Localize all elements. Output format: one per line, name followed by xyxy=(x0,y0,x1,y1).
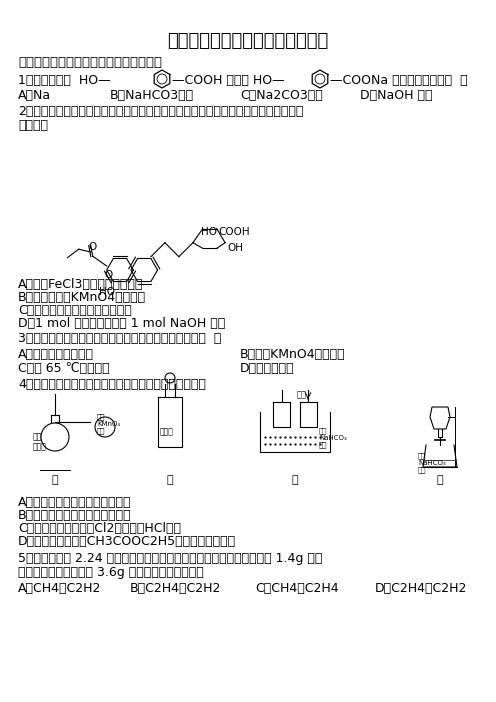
Text: A．CH4、C2H2: A．CH4、C2H2 xyxy=(18,582,101,595)
Text: OH: OH xyxy=(227,243,243,253)
Text: B．NaHCO3溶液: B．NaHCO3溶液 xyxy=(110,89,194,102)
Text: B．装置乙可用于收集和吸收氯气: B．装置乙可用于收集和吸收氯气 xyxy=(18,509,131,522)
Text: D．用酒精冲洗: D．用酒精冲洗 xyxy=(240,362,295,375)
Text: C．用 65 ℃的水冲洗: C．用 65 ℃的水冲洗 xyxy=(18,362,110,375)
Text: 第三章《烃的含氧衍生物》测试题: 第三章《烃的含氧衍生物》测试题 xyxy=(167,32,329,50)
Text: 4．下列实验装置进行的相应实验，能达到实验目的的是: 4．下列实验装置进行的相应实验，能达到实验目的的是 xyxy=(18,378,206,391)
Text: D．装置丁分为分液CH3COOC2H5和饱和碳酸钠溶液: D．装置丁分为分液CH3COOC2H5和饱和碳酸钠溶液 xyxy=(18,535,236,548)
Text: A．Na: A．Na xyxy=(18,89,51,102)
Text: 化碳（标准状况下）和 3.6g 水，这混合气体可能是: 化碳（标准状况下）和 3.6g 水，这混合气体可能是 xyxy=(18,566,204,579)
Text: C．能发生加成、取代、消去反应: C．能发生加成、取代、消去反应 xyxy=(18,304,132,317)
Text: 正确的是: 正确的是 xyxy=(18,119,48,132)
Text: HO: HO xyxy=(201,227,217,237)
Text: 碱石灰: 碱石灰 xyxy=(160,427,174,436)
Text: B．不能使酸性KMnO4溶液褪色: B．不能使酸性KMnO4溶液褪色 xyxy=(18,291,146,304)
Text: 甲: 甲 xyxy=(52,475,59,485)
Text: 乙醇
浓硫酸: 乙醇 浓硫酸 xyxy=(33,432,47,451)
Text: C．装置丙可用于除去Cl2中混有的HCl气体: C．装置丙可用于除去Cl2中混有的HCl气体 xyxy=(18,522,181,535)
Text: 丁: 丁 xyxy=(436,475,443,485)
Text: —COONa 可选用的试剂是（  ）: —COONa 可选用的试剂是（ ） xyxy=(330,74,468,87)
Text: 1．要使有机物  HO—: 1．要使有机物 HO— xyxy=(18,74,111,87)
Text: 饱和
NaHCO₃
溶液: 饱和 NaHCO₃ 溶液 xyxy=(418,452,445,473)
Text: 一、单选题（每小题只有一个正确答案）: 一、单选题（每小题只有一个正确答案） xyxy=(18,56,162,69)
Text: —COOH 转化为 HO—: —COOH 转化为 HO— xyxy=(172,74,285,87)
Text: C．Na2CO3溶液: C．Na2CO3溶液 xyxy=(240,89,323,102)
Text: 酸性
KMnO₄
溶液: 酸性 KMnO₄ 溶液 xyxy=(97,413,120,435)
Text: A．装置甲可用于检验有乙烯生成: A．装置甲可用于检验有乙烯生成 xyxy=(18,496,131,509)
Text: D．1 mol 该物质最多可与 1 mol NaOH 反应: D．1 mol 该物质最多可与 1 mol NaOH 反应 xyxy=(18,317,225,330)
Text: COOH: COOH xyxy=(219,227,250,237)
Text: 丙: 丙 xyxy=(292,475,298,485)
Text: D．C2H4、C2H2: D．C2H4、C2H2 xyxy=(375,582,467,595)
Text: A．能与FeCl3溶液发生显色反应: A．能与FeCl3溶液发生显色反应 xyxy=(18,278,143,291)
Text: B．C2H4、C2H2: B．C2H4、C2H2 xyxy=(130,582,221,595)
Text: 饱和
NaHCO₃
溶液: 饱和 NaHCO₃ 溶液 xyxy=(319,427,347,448)
Text: 3．苯酚有毒，如不慎沾到皮肤上，正确的处理方法是（  ）: 3．苯酚有毒，如不慎沾到皮肤上，正确的处理方法是（ ） xyxy=(18,332,221,345)
Text: B．用液KMnO4溶液冲洗: B．用液KMnO4溶液冲洗 xyxy=(240,348,346,361)
Text: O: O xyxy=(89,242,97,252)
Text: D．NaOH 溶液: D．NaOH 溶液 xyxy=(360,89,433,102)
Text: 乙: 乙 xyxy=(167,475,173,485)
Text: O: O xyxy=(105,270,113,280)
Text: 2．普伐他汀是一种调节血脂的药物，其结构如图所示。下列关于普伐他汀的性质描述: 2．普伐他汀是一种调节血脂的药物，其结构如图所示。下列关于普伐他汀的性质描述 xyxy=(18,105,304,118)
Text: 5．标准状况下 2.24 升由两种气态烃组成的混合气体，完全燃烧后得到 1.4g 二氧: 5．标准状况下 2.24 升由两种气态烃组成的混合气体，完全燃烧后得到 1.4g… xyxy=(18,552,322,565)
Text: HO: HO xyxy=(99,287,116,298)
Text: C．CH4、C2H4: C．CH4、C2H4 xyxy=(255,582,339,595)
Text: A．用小苏打溶液洗涤: A．用小苏打溶液洗涤 xyxy=(18,348,94,361)
Text: 气体: 气体 xyxy=(297,390,307,399)
